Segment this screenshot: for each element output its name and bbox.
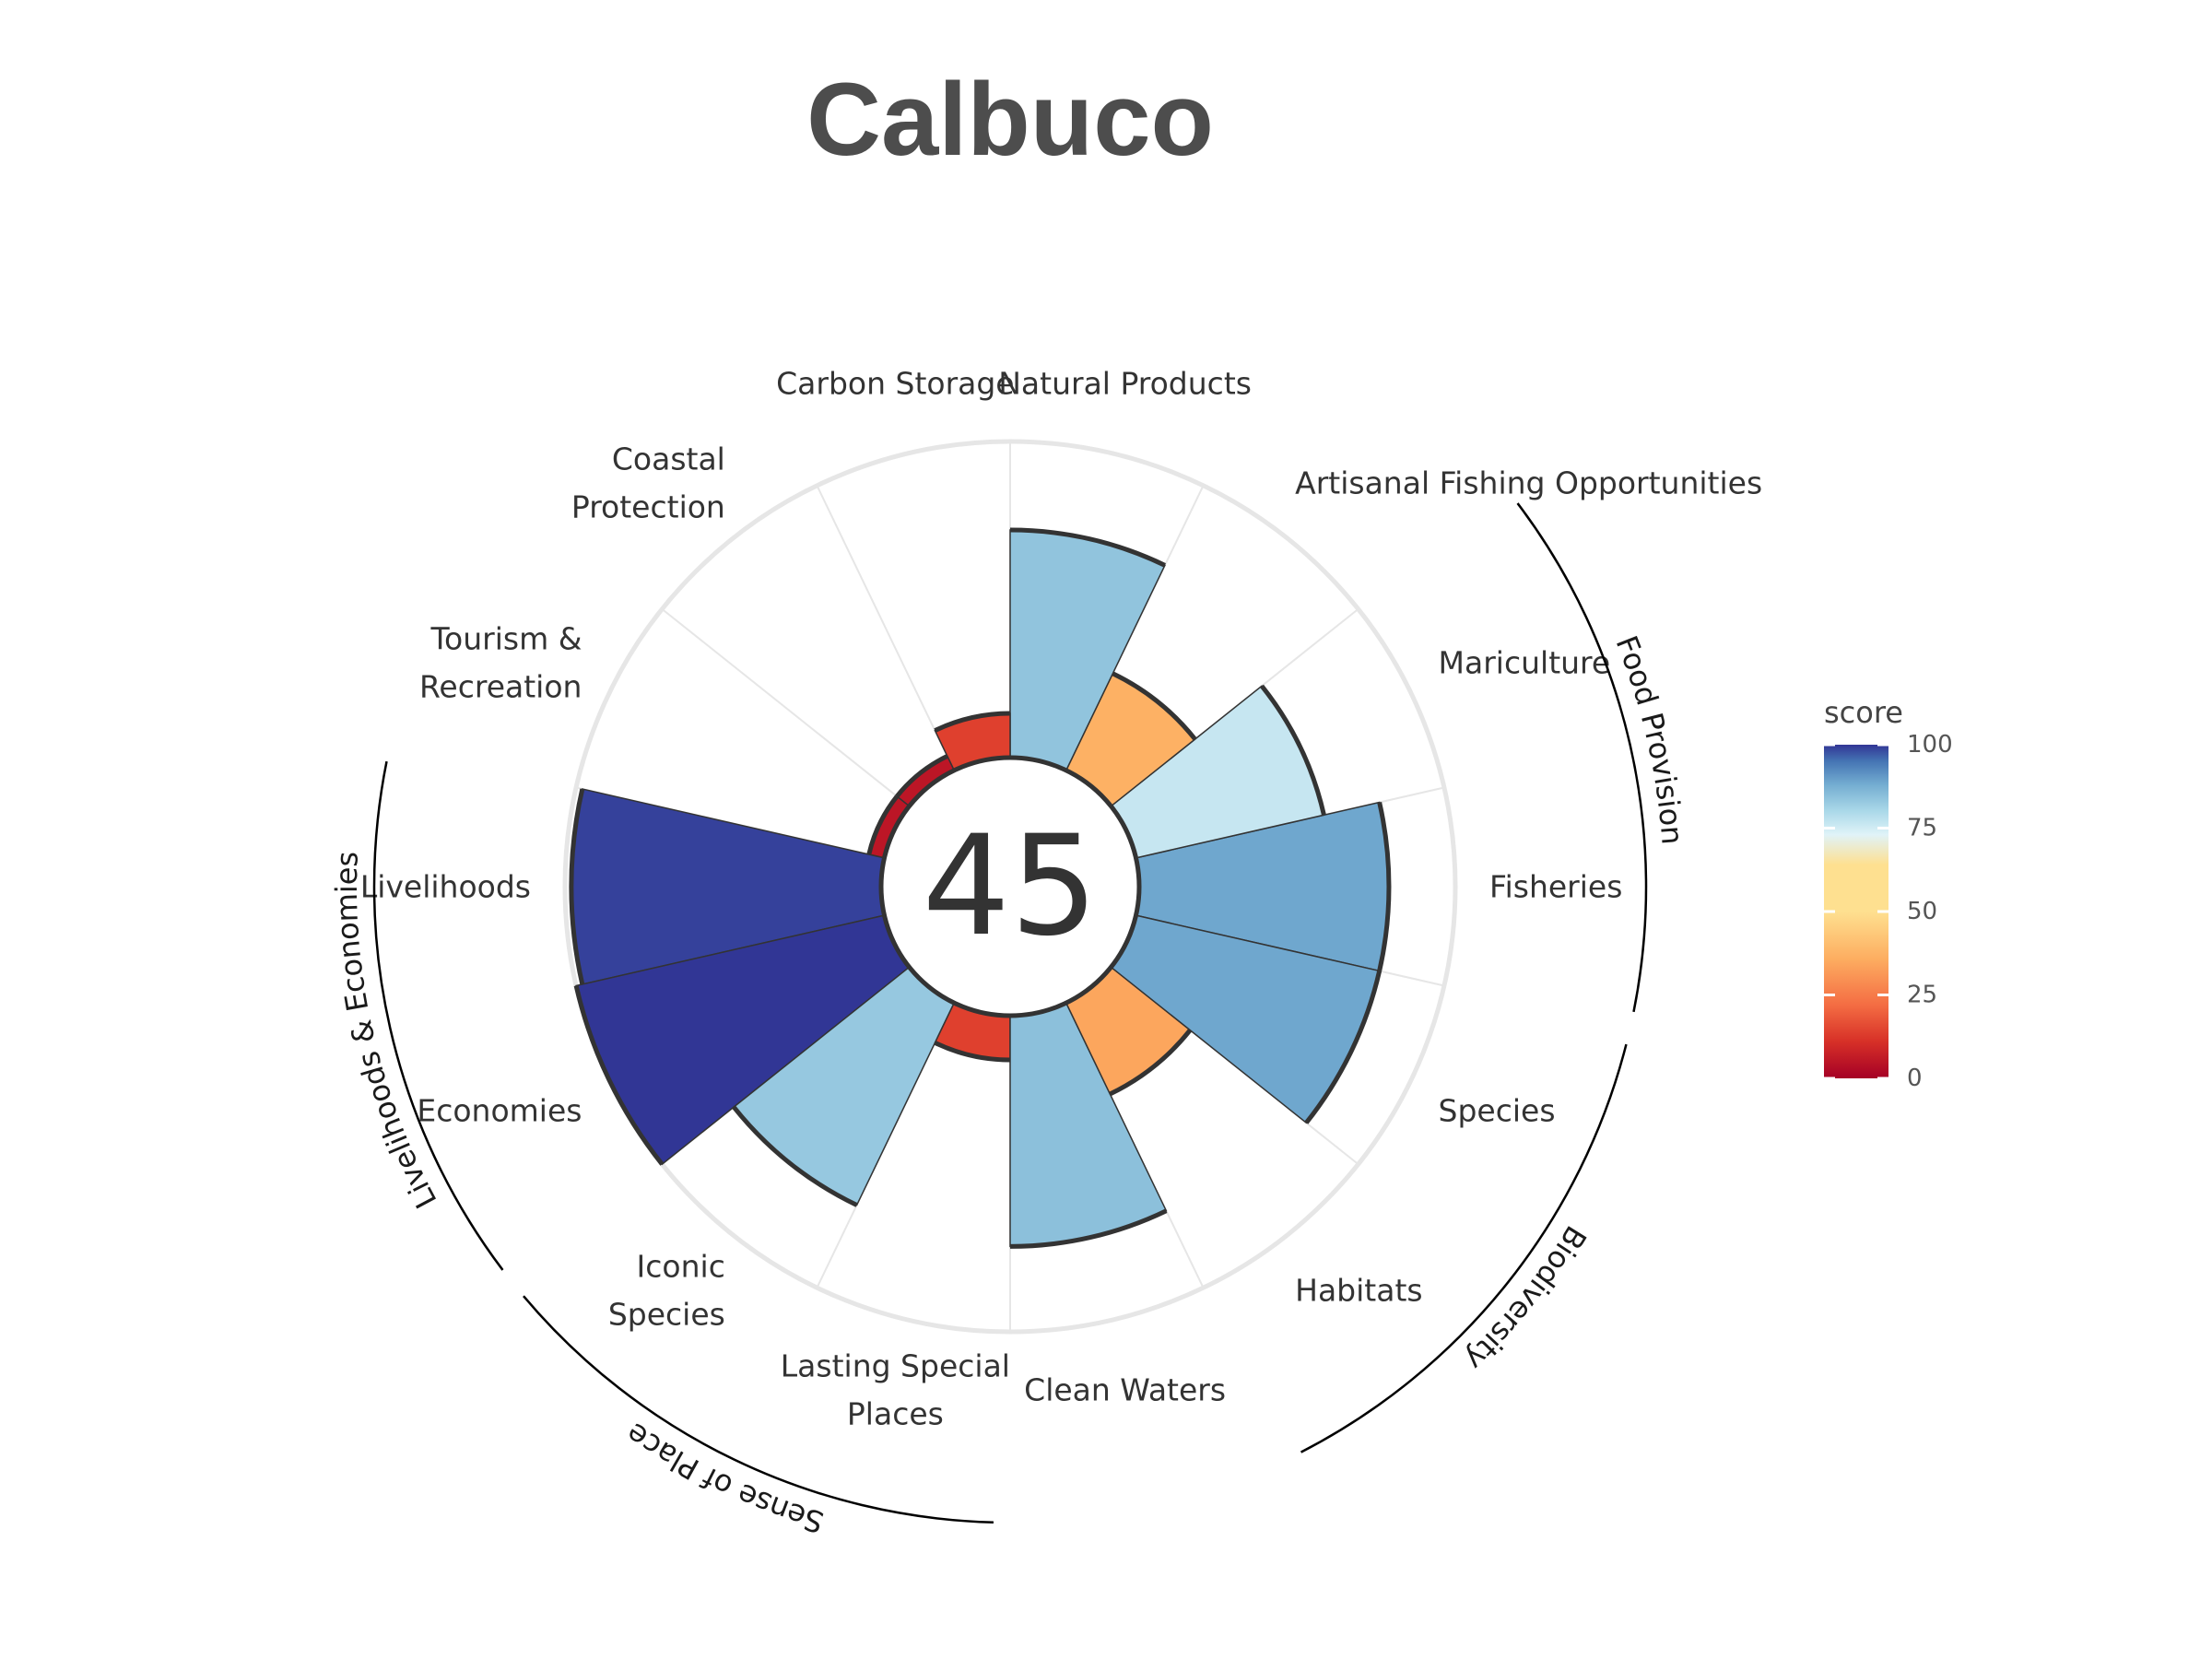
- category-labels: Fisheries Mariculture Artisanal Fishing Op…: [360, 366, 1762, 1432]
- group-arc-biodiversity: [1300, 1043, 1628, 1453]
- center-circle: [878, 755, 1142, 1018]
- label-line: Fisheries: [1489, 869, 1622, 905]
- petal-edge-habitats: [1109, 1029, 1193, 1097]
- petal-edge-iconic-species: [732, 1105, 858, 1207]
- label-line: Tourism &: [430, 621, 582, 657]
- label-line: Lasting Special: [781, 1347, 1010, 1383]
- label-line: Mariculture: [1439, 645, 1611, 681]
- label-lasting-special-places: Lasting Special Places: [781, 1347, 1010, 1431]
- petal-edge-livelihoods: [569, 788, 585, 985]
- petals: [569, 527, 1392, 1249]
- center-disc: 45: [878, 755, 1142, 1018]
- group-label-food-provision: Food Provision: [1609, 631, 1690, 846]
- petal-edge-economies: [573, 984, 665, 1166]
- group-arc-sense-of-place: [523, 1295, 994, 1524]
- group-label-biodiversity: Biodiversity: [1458, 1219, 1594, 1377]
- legend-tick-label: 25: [1907, 982, 1937, 1009]
- petal-edge-carbon-storage: [934, 711, 1011, 733]
- label-line: Habitats: [1295, 1272, 1422, 1308]
- legend-ticks: 100 75 50 25 0: [1824, 731, 1953, 1092]
- grid-spoke: [661, 608, 911, 807]
- label-line: Coastal: [612, 441, 725, 477]
- label-line: Livelihoods: [360, 869, 531, 905]
- label-line: Clean Waters: [1024, 1371, 1226, 1407]
- label-line: Economies: [417, 1092, 582, 1128]
- label-artisanal-fishing-opportunities: Artisanal Fishing Opportunities: [1295, 465, 1762, 501]
- group-arc-livelihoods-economies: [372, 760, 504, 1271]
- legend-title: score: [1824, 695, 1903, 730]
- label-iconic-species: Iconic Species: [608, 1248, 725, 1332]
- label-line: Iconic: [637, 1248, 725, 1284]
- petal-edge-lasting-special-places: [934, 1041, 1011, 1063]
- label-clean-waters: Clean Waters: [1024, 1371, 1226, 1407]
- chart-title: Calbuco: [806, 62, 1214, 177]
- label-species: Species: [1439, 1092, 1556, 1128]
- label-line: Species: [608, 1296, 725, 1332]
- petal-edge-species: [1304, 970, 1382, 1124]
- label-line: Protection: [571, 489, 725, 525]
- label-line: Carbon Storage: [776, 366, 1015, 402]
- label-line: Recreation: [419, 669, 582, 705]
- petal-edge-fisheries: [1377, 801, 1392, 972]
- legend: score 100 75 50 25 0: [1824, 695, 1953, 1092]
- grid-spoke: [816, 485, 956, 771]
- label-fisheries: Fisheries: [1489, 869, 1622, 905]
- petal-edge-clean-waters: [1009, 1208, 1168, 1249]
- petal-edge-mariculture: [1260, 684, 1326, 816]
- label-economies: Economies: [417, 1092, 582, 1128]
- label-coastal-protection: Coastal Protection: [571, 441, 725, 525]
- label-natural-products: Natural Products: [998, 366, 1252, 402]
- label-line: Natural Products: [998, 366, 1252, 402]
- center-score: 45: [923, 806, 1099, 967]
- label-mariculture: Mariculture: [1439, 645, 1611, 681]
- label-line: Artisanal Fishing Opportunities: [1295, 465, 1762, 501]
- legend-tick-label: 100: [1907, 731, 1953, 759]
- petal-edge-natural-products: [1009, 527, 1166, 568]
- label-line: Places: [847, 1395, 944, 1431]
- group-label-sense-of-place: Sense of Place: [619, 1416, 828, 1540]
- group-arc-food-provision: [1516, 502, 1648, 1013]
- petal-edge-artisanal-fishing-opportunities: [1112, 671, 1197, 741]
- legend-tick-label: 75: [1907, 815, 1937, 842]
- petal-edge-tourism-recreation: [866, 794, 900, 855]
- label-livelihoods: Livelihoods: [360, 869, 531, 905]
- group-label-livelihoods-economies: Livelihoods & Economies: [329, 851, 444, 1214]
- label-carbon-storage: Carbon Storage: [776, 366, 1015, 402]
- label-tourism-recreation: Tourism & Recreation: [419, 621, 582, 705]
- label-habitats: Habitats: [1295, 1272, 1422, 1308]
- petal-edge-coastal-protection: [895, 754, 948, 798]
- legend-tick-label: 0: [1907, 1065, 1923, 1092]
- label-line: Species: [1439, 1092, 1556, 1128]
- legend-tick-label: 50: [1907, 898, 1937, 925]
